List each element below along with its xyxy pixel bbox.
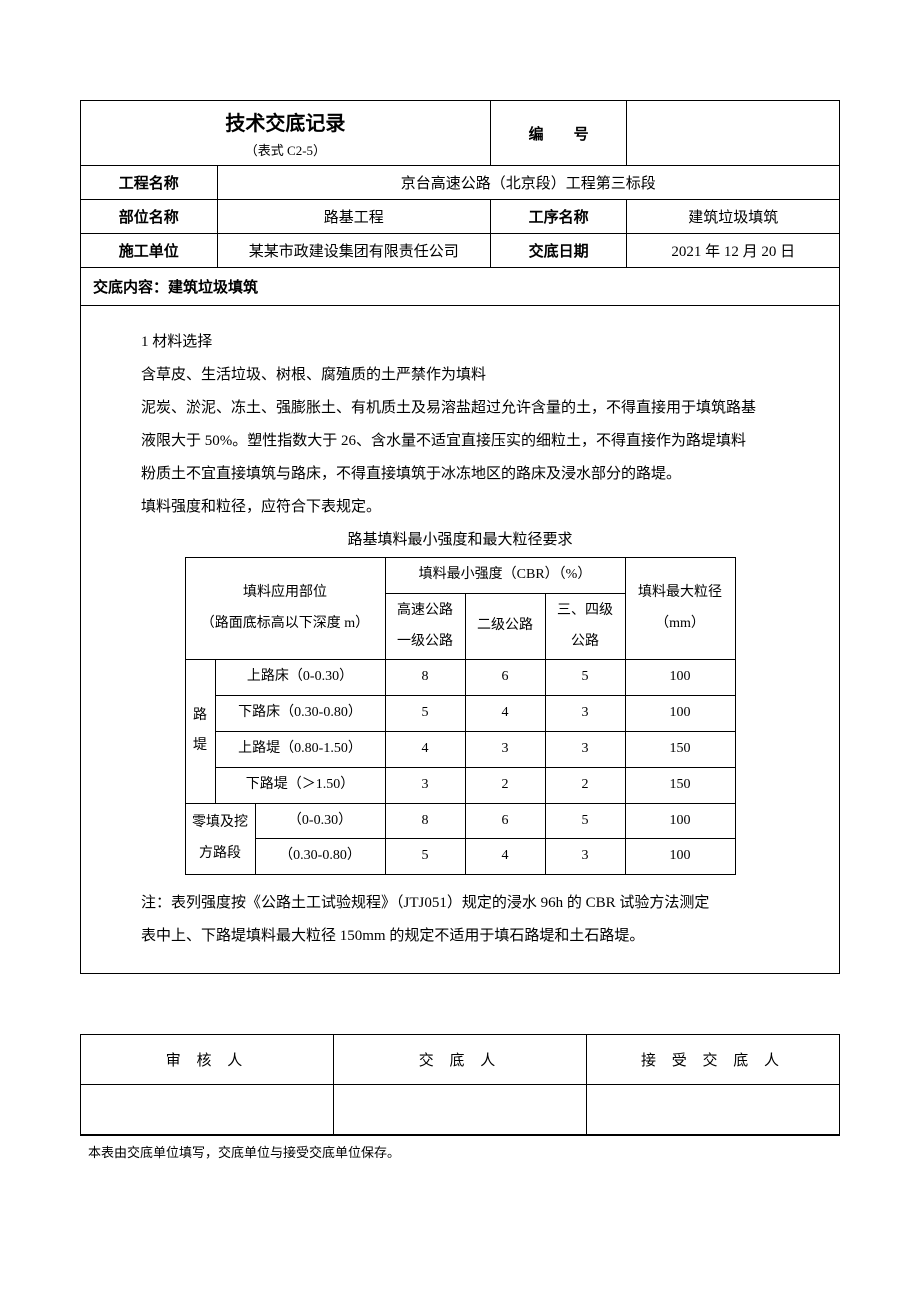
cell: 100 <box>625 696 735 732</box>
footer-note: 本表由交底单位填写，交底单位与接受交底单位保存。 <box>80 1135 840 1167</box>
cell-label: （0.30-0.80） <box>255 839 385 875</box>
cell: 100 <box>625 660 735 696</box>
signature-table: 审 核 人 交 底 人 接 受 交 底 人 <box>80 1034 840 1135</box>
cell: 100 <box>625 803 735 839</box>
cell: 6 <box>465 660 545 696</box>
receiver-sign <box>586 1085 839 1135</box>
th-class2: 二级公路 <box>465 593 545 660</box>
cell: 150 <box>625 767 735 803</box>
project-name: 京台高速公路（北京段）工程第三标段 <box>217 166 839 200</box>
cell: 3 <box>545 696 625 732</box>
receiver-label: 接 受 交 底 人 <box>586 1035 839 1085</box>
th-position-line2: （路面底标高以下深度 m） <box>201 616 369 631</box>
unit-name: 某某市政建设集团有限责任公司 <box>217 234 490 268</box>
th-class34: 三、四级公路 <box>545 593 625 660</box>
th-position-line1: 填料应用部位 <box>243 585 327 600</box>
note-1: 注：表列强度按《公路土工试验规程》（JTJ051）规定的浸水 96h 的 CBR… <box>111 887 809 920</box>
cell: 3 <box>465 731 545 767</box>
doc-title: 技术交底记录 <box>225 113 345 135</box>
paragraph-4: 粉质土不宜直接填筑与路床，不得直接填筑于冰冻地区的路床及浸水部分的路堤。 <box>111 458 809 491</box>
cell-label: 上路堤（0.80-1.50） <box>215 731 385 767</box>
project-name-label: 工程名称 <box>81 166 218 200</box>
table-row: 零填及挖方路段 （0-0.30） 8 6 5 100 <box>185 803 735 839</box>
th-strength: 填料最小强度（CBR）（%） <box>385 558 625 594</box>
cell: 150 <box>625 731 735 767</box>
th-position: 填料应用部位 （路面底标高以下深度 m） <box>185 558 385 660</box>
section-1-title: 1 材料选择 <box>111 326 809 359</box>
th-highway: 高速公路一级公路 <box>385 593 465 660</box>
cell: 4 <box>385 731 465 767</box>
table-row: （0.30-0.80） 5 4 3 100 <box>185 839 735 875</box>
doc-title-cell: 技术交底记录 （表式 C2-5） <box>81 101 491 166</box>
serial-label: 编 号 <box>490 101 627 166</box>
table-row: 路堤 上路床（0-0.30） 8 6 5 100 <box>185 660 735 696</box>
cell: 8 <box>385 803 465 839</box>
section-name: 路基工程 <box>217 200 490 234</box>
cell: 100 <box>625 839 735 875</box>
row-group-1: 路堤 <box>185 660 215 803</box>
cell: 4 <box>465 696 545 732</box>
cell: 2 <box>545 767 625 803</box>
cell: 5 <box>545 803 625 839</box>
cell: 4 <box>465 839 545 875</box>
paragraph-1: 含草皮、生活垃圾、树根、腐殖质的土严禁作为填料 <box>111 359 809 392</box>
table-row: 下路堤（＞1.50） 3 2 2 150 <box>185 767 735 803</box>
table-row: 下路床（0.30-0.80） 5 4 3 100 <box>185 696 735 732</box>
section-label: 部位名称 <box>81 200 218 234</box>
cell: 6 <box>465 803 545 839</box>
cell-label: （0-0.30） <box>255 803 385 839</box>
presenter-sign <box>333 1085 586 1135</box>
cell: 2 <box>465 767 545 803</box>
process-name: 建筑垃圾填筑 <box>627 200 840 234</box>
date-value: 2021 年 12 月 20 日 <box>627 234 840 268</box>
cell: 8 <box>385 660 465 696</box>
cell: 3 <box>545 839 625 875</box>
cell: 3 <box>545 731 625 767</box>
cell: 5 <box>385 696 465 732</box>
reviewer-sign <box>81 1085 334 1135</box>
reviewer-label: 审 核 人 <box>81 1035 334 1085</box>
cell-label: 下路床（0.30-0.80） <box>215 696 385 732</box>
process-label: 工序名称 <box>490 200 627 234</box>
cell: 3 <box>385 767 465 803</box>
unit-label: 施工单位 <box>81 234 218 268</box>
note-2: 表中上、下路堤填料最大粒径 150mm 的规定不适用于填石路堤和土石路堤。 <box>111 920 809 953</box>
paragraph-2: 泥炭、淤泥、冻土、强膨胀土、有机质土及易溶盐超过允许含量的土，不得直接用于填筑路… <box>111 392 809 425</box>
row-group-2: 零填及挖方路段 <box>185 803 255 875</box>
cell: 5 <box>545 660 625 696</box>
date-label: 交底日期 <box>490 234 627 268</box>
inner-table-title: 路基填料最小强度和最大粒径要求 <box>111 524 809 557</box>
strength-requirement-table: 填料应用部位 （路面底标高以下深度 m） 填料最小强度（CBR）（%） 填料最大… <box>185 557 736 875</box>
document-header-table: 技术交底记录 （表式 C2-5） 编 号 工程名称 京台高速公路（北京段）工程第… <box>80 100 840 974</box>
th-maxsize: 填料最大粒径（mm） <box>625 558 735 660</box>
content-body-cell: 1 材料选择 含草皮、生活垃圾、树根、腐殖质的土严禁作为填料 泥炭、淤泥、冻土、… <box>81 306 840 974</box>
content-body: 1 材料选择 含草皮、生活垃圾、树根、腐殖质的土严禁作为填料 泥炭、淤泥、冻土、… <box>93 314 827 965</box>
serial-value <box>627 101 840 166</box>
paragraph-3: 液限大于 50%。塑性指数大于 26、含水量不适宜直接压实的细粒土，不得直接作为… <box>111 425 809 458</box>
cell-label: 上路床（0-0.30） <box>215 660 385 696</box>
cell: 5 <box>385 839 465 875</box>
form-code: （表式 C2-5） <box>85 140 486 159</box>
cell-label: 下路堤（＞1.50） <box>215 767 385 803</box>
table-row: 上路堤（0.80-1.50） 4 3 3 150 <box>185 731 735 767</box>
paragraph-5: 填料强度和粒径，应符合下表规定。 <box>111 491 809 524</box>
presenter-label: 交 底 人 <box>333 1035 586 1085</box>
content-header: 交底内容：建筑垃圾填筑 <box>81 268 840 306</box>
